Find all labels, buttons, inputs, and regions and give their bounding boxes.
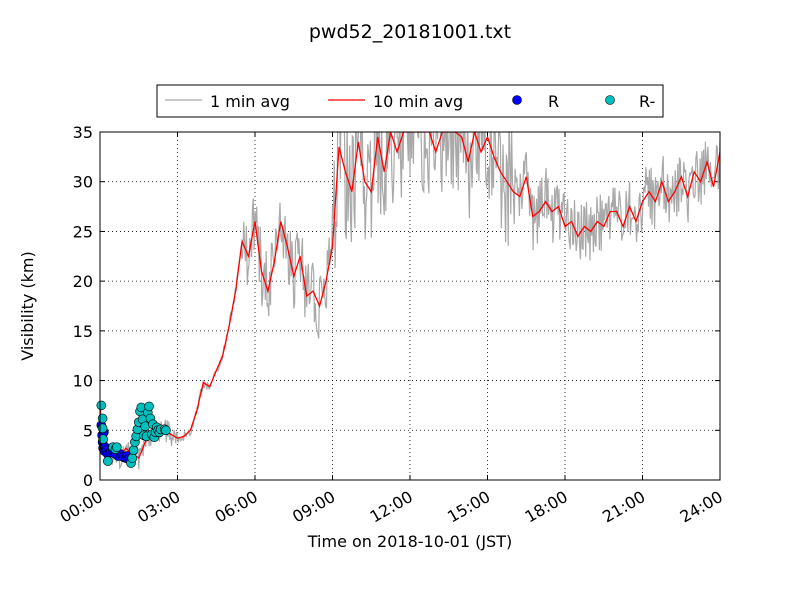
y-tick-label: 10 [73, 372, 93, 391]
y-tick-labels: 0 5 10 15 20 25 30 35 [73, 123, 93, 490]
y-tick-label: 5 [83, 421, 93, 440]
legend: 1 min avg 10 min avg R R- [156, 84, 664, 118]
marker-R-minus-point [128, 445, 139, 456]
legend-1min-label: 1 min avg [210, 92, 290, 111]
legend-R-label: R [548, 92, 559, 111]
marker-R-minus-point [127, 453, 138, 463]
series-10min-line [100, 132, 720, 460]
y-tick-label: 0 [83, 471, 93, 490]
marker-R-minus-point [112, 442, 122, 453]
plot-frame [99, 131, 721, 481]
marker-R-minus-point [103, 456, 113, 466]
x-axis-label: Time on 2018-10-01 (JST) [307, 532, 512, 551]
marker-R-minus-point [96, 400, 107, 411]
legend-R-marker [512, 95, 522, 105]
series-1min-line [100, 132, 720, 471]
y-tick-label: 35 [73, 123, 93, 142]
legend-Rminus-marker [605, 95, 615, 105]
y-tick-label: 30 [73, 173, 93, 192]
marker-R-minus-point [98, 434, 108, 445]
y-tick-label: 25 [73, 222, 93, 241]
chart-title: pwd52_20181001.txt [309, 21, 511, 43]
marker-R-minus-point [97, 423, 108, 434]
legend-Rminus-label: R- [639, 92, 655, 111]
y-tick-label: 20 [73, 272, 93, 291]
marker-R-minus-point [144, 401, 154, 412]
plot-area [96, 132, 720, 471]
grid-lines [100, 132, 720, 480]
series-1min-avg [100, 132, 720, 471]
marker-R-minus-point [161, 425, 171, 436]
marker-R-minus-point [97, 413, 108, 424]
series-10min-avg [100, 132, 720, 460]
y-tick-label: 15 [73, 322, 93, 341]
legend-frame [156, 84, 664, 118]
legend-10min-label: 10 min avg [373, 92, 463, 111]
y-axis-label: Visibility (km) [18, 251, 37, 360]
